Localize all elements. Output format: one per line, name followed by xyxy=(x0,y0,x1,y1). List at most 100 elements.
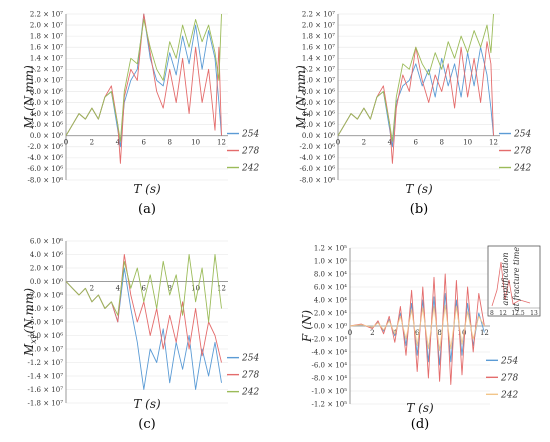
y-axis-label-sub: x xyxy=(29,111,38,116)
y-tick-label: 1.2 × 10⁵ xyxy=(314,244,347,252)
x-tick-label: 4 xyxy=(388,139,393,147)
y-tick-label: 2.0 × 10⁶ xyxy=(30,264,63,272)
y-tick-label: -4.0 × 10⁶ xyxy=(27,154,63,162)
legend-label: 254 xyxy=(500,356,518,366)
y-tick-label: 6.0 × 10⁶ xyxy=(302,99,335,107)
series-line-278 xyxy=(349,273,485,385)
y-tick-label: 1.4 × 10⁷ xyxy=(302,55,335,63)
y-axis-label: My(N.mm) xyxy=(294,65,310,130)
y-axis-label-main: M xyxy=(22,343,36,357)
x-tick-label: 4 xyxy=(116,285,121,293)
inset-tick-label: 12 xyxy=(499,310,507,317)
series-line-242 xyxy=(337,13,494,142)
y-tick-label: 0.0 × 10⁰ xyxy=(302,132,335,140)
inset-tick-label: 8 xyxy=(490,310,494,317)
x-tick-label: 6 xyxy=(142,139,147,147)
x-axis-label: T (s) xyxy=(405,182,433,196)
y-tick-label: -2.0 × 10⁶ xyxy=(27,143,63,151)
y-tick-label: 1.0 × 10⁵ xyxy=(314,257,347,265)
y-tick-label: 4.0 × 10⁴ xyxy=(314,296,347,304)
y-tick-label: -6.0 × 10⁶ xyxy=(27,318,63,326)
x-tick-label: 8 xyxy=(167,139,171,147)
y-tick-label: 1.6 × 10⁷ xyxy=(302,44,335,52)
legend-label: 278 xyxy=(241,371,259,381)
chart-panel-c: 6.0 × 10⁶ 4.0 × 10⁶ 2.0 × 10⁶ 0.0 × 10⁰ -2.0… xyxy=(22,237,259,432)
y-tick-label: -4.0 × 10⁶ xyxy=(299,154,335,162)
y-axis-label: F (N) xyxy=(300,310,314,344)
y-tick-label: -8.0 × 10⁶ xyxy=(299,176,335,184)
x-tick-label: 12 xyxy=(217,139,226,147)
y-tick-label: -1.2 × 10⁷ xyxy=(27,359,63,367)
series-line-254 xyxy=(337,46,494,148)
y-axis-label-unit: (N) xyxy=(300,310,314,330)
legend-label: 242 xyxy=(241,164,259,174)
y-tick-label: 4.0 × 10⁶ xyxy=(30,110,63,118)
x-tick-label: 2 xyxy=(90,139,94,147)
chart-panel-a: 2.2 × 10⁷ 2.0 × 10⁷ 1.8 × 10⁷ 1.6 × 10⁷ 1.4 … xyxy=(22,10,259,217)
legend-label: 242 xyxy=(500,390,518,400)
x-tick-label: 6 xyxy=(415,329,420,337)
y-axis-label-main: M xyxy=(294,116,308,130)
y-tick-label: 1.0 × 10⁷ xyxy=(30,77,63,85)
y-axis-label-sub: y xyxy=(301,111,310,117)
y-tick-label: 1.2 × 10⁷ xyxy=(30,66,63,74)
y-tick-label: 6.0 × 10⁶ xyxy=(30,237,63,245)
x-tick-label: 12 xyxy=(480,329,489,337)
x-tick-label: 0 xyxy=(64,139,68,147)
y-tick-label: 1.8 × 10⁷ xyxy=(30,32,63,40)
y-tick-label: 2.2 × 10⁷ xyxy=(302,10,335,18)
y-tick-label: 2.0 × 10⁷ xyxy=(302,21,335,29)
panel-label: (a) xyxy=(138,202,156,217)
y-axis-label: Mx(N.mm) xyxy=(22,65,38,130)
y-tick-label: 0.0 × 10⁰ xyxy=(314,322,347,330)
y-axis-label-main: M xyxy=(22,116,36,130)
series-line-242 xyxy=(349,304,485,352)
x-tick-label: 6 xyxy=(414,139,419,147)
y-tick-label: 2.0 × 10⁶ xyxy=(30,121,63,129)
x-axis-label: T (s) xyxy=(406,401,434,415)
panel-label: (c) xyxy=(138,417,155,432)
y-tick-label: -1.6 × 10⁷ xyxy=(27,386,63,394)
x-tick-label: 10 xyxy=(463,139,472,147)
y-tick-label: -1.8 × 10⁷ xyxy=(27,399,63,407)
y-tick-label: -6.0 × 10⁶ xyxy=(299,165,335,173)
y-tick-label: -8.0 × 10⁶ xyxy=(27,176,63,184)
x-tick-label: 10 xyxy=(458,329,467,337)
y-tick-label: 1.2 × 10⁷ xyxy=(302,66,335,74)
panel-label: (b) xyxy=(410,202,428,217)
x-tick-label: 10 xyxy=(191,285,200,293)
x-axis-label: T (s) xyxy=(133,397,161,411)
inset-tick-label: 12.5 xyxy=(511,310,525,317)
y-axis-label-unit: (N.mm) xyxy=(22,288,36,334)
chart-panel-b: 2.2 × 10⁷ 2.0 × 10⁷ 1.8 × 10⁷ 1.6 × 10⁷ 1.4 … xyxy=(294,10,531,217)
y-tick-label: 2.0 × 10⁷ xyxy=(30,21,63,29)
y-tick-label: 6.0 × 10⁶ xyxy=(30,99,63,107)
legend-label: 242 xyxy=(513,164,531,174)
y-tick-label: 2.0 × 10⁶ xyxy=(302,121,335,129)
y-tick-label: 1.6 × 10⁷ xyxy=(30,44,63,52)
y-tick-label: 8.0 × 10⁶ xyxy=(302,88,335,96)
y-axis-label-unit: (N.mm) xyxy=(294,65,308,111)
y-tick-label: -4.0 × 10⁴ xyxy=(311,348,347,356)
x-tick-label: 0 xyxy=(348,329,352,337)
series-line-242 xyxy=(65,13,222,142)
y-axis-label-sub: xy xyxy=(29,334,38,344)
x-tick-label: 8 xyxy=(439,139,443,147)
y-tick-label: 4.0 × 10⁶ xyxy=(30,251,63,259)
y-tick-label: 2.2 × 10⁷ xyxy=(30,10,63,18)
x-tick-label: 8 xyxy=(437,329,441,337)
y-tick-label: 4.0 × 10⁶ xyxy=(302,110,335,118)
y-tick-label: -4.0 × 10⁶ xyxy=(27,305,63,313)
y-axis-label-unit: (N.mm) xyxy=(22,65,36,111)
legend-label: 278 xyxy=(241,147,259,157)
y-tick-label: 1.4 × 10⁷ xyxy=(30,55,63,63)
x-tick-label: 2 xyxy=(362,139,366,147)
panel-label: (d) xyxy=(411,417,429,432)
x-axis-label: T (s) xyxy=(133,182,161,196)
x-tick-label: 2 xyxy=(370,329,374,337)
y-tick-label: 1.8 × 10⁷ xyxy=(302,32,335,40)
chart-panel-d: 1.2 × 10⁵ 1.0 × 10⁵ 8.0 × 10⁴ 6.0 × 10⁴ 4.0 … xyxy=(300,244,541,432)
legend-label: 254 xyxy=(241,354,259,364)
inset-series-line xyxy=(491,261,531,307)
